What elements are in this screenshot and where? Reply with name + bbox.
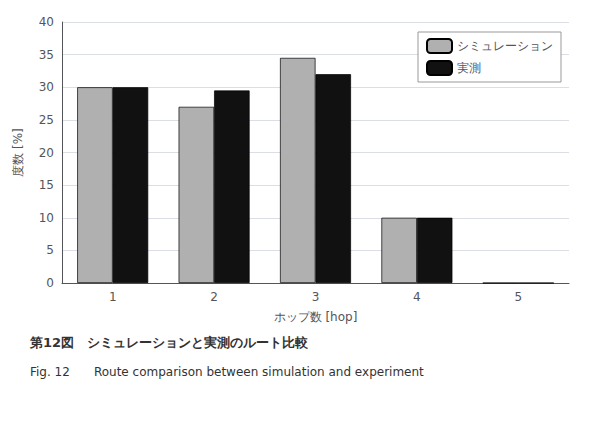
svg-text:30: 30 <box>39 80 54 94</box>
svg-text:25: 25 <box>39 113 54 127</box>
svg-text:40: 40 <box>39 15 54 29</box>
svg-text:35: 35 <box>39 48 54 62</box>
svg-text:15: 15 <box>39 178 54 192</box>
svg-text:第12図 シミュレーションと実測のルート比較: 第12図 シミュレーションと実測のルート比較 <box>29 335 309 350</box>
svg-text:シミュレーション: シミュレーション <box>457 39 553 53</box>
svg-text:2: 2 <box>210 290 218 304</box>
svg-text:実測: 実測 <box>457 61 481 75</box>
svg-text:20: 20 <box>39 146 54 160</box>
svg-text:Fig. 12 Route comparison betw: Fig. 12 Route comparison between simulat… <box>30 365 424 379</box>
svg-text:3: 3 <box>312 290 320 304</box>
svg-text:5: 5 <box>46 243 54 257</box>
svg-text:1: 1 <box>109 290 117 304</box>
svg-text:0: 0 <box>46 276 54 290</box>
svg-text:5: 5 <box>514 290 522 304</box>
svg-text:4: 4 <box>413 290 421 304</box>
svg-text:10: 10 <box>39 211 54 225</box>
svg-text:度数 [%]: 度数 [%] <box>11 128 25 177</box>
svg-text:ホップ数 [hop]: ホップ数 [hop] <box>274 310 358 324</box>
